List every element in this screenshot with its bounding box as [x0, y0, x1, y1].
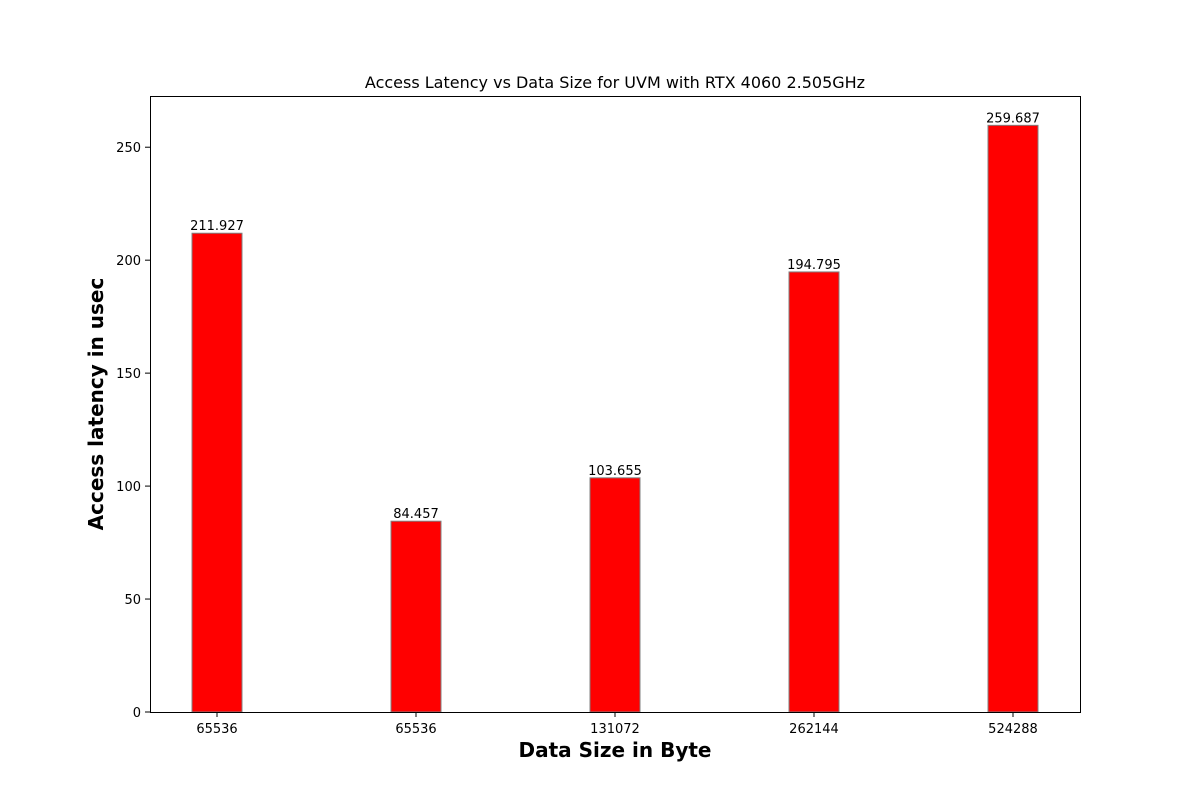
data-labels-layer: 211.927 84.457 103.655 194.795 259.687: [190, 111, 1040, 522]
data-label-4: 194.795: [787, 258, 841, 273]
y-tick-label-200: 200: [116, 254, 141, 269]
x-tick-label-4: 262144: [789, 722, 839, 737]
x-axis-ticks: 65536 65536 131072 262144 524288: [196, 712, 1038, 737]
bar-3: [589, 477, 641, 713]
x-tick-label-5: 524288: [988, 722, 1038, 737]
plot-frame: [150, 96, 1081, 713]
x-tick-label-2: 65536: [395, 722, 436, 737]
bars-layer: [191, 124, 1039, 713]
chart-title: Access Latency vs Data Size for UVM with…: [365, 73, 865, 92]
y-tick-label-100: 100: [116, 480, 141, 495]
data-label-2: 84.457: [393, 507, 439, 522]
y-axis-label: Access latency in usec: [84, 278, 108, 531]
y-axis-ticks: 0 50 100 150 200 250: [116, 141, 151, 721]
x-tick-label-1: 65536: [196, 722, 237, 737]
bar-4: [788, 271, 840, 713]
bar-1: [191, 232, 243, 713]
bar-5: [987, 124, 1039, 713]
data-label-1: 211.927: [190, 219, 244, 234]
y-tick-label-250: 250: [116, 141, 141, 156]
x-tick-label-3: 131072: [590, 722, 640, 737]
bar-2: [390, 520, 442, 713]
x-axis-label: Data Size in Byte: [518, 738, 711, 762]
data-label-3: 103.655: [588, 464, 642, 479]
data-label-5: 259.687: [986, 111, 1040, 126]
y-tick-label-50: 50: [124, 593, 141, 608]
y-tick-label-0: 0: [133, 706, 141, 721]
y-tick-label-150: 150: [116, 367, 141, 382]
